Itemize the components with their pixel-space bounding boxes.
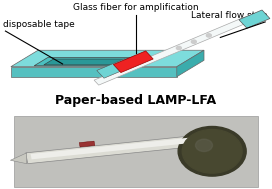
Polygon shape bbox=[34, 57, 146, 66]
Circle shape bbox=[178, 126, 246, 176]
Polygon shape bbox=[79, 141, 95, 147]
Polygon shape bbox=[11, 50, 204, 67]
Polygon shape bbox=[30, 137, 198, 159]
Text: Glass fiber for amplification: Glass fiber for amplification bbox=[73, 3, 199, 12]
Polygon shape bbox=[10, 153, 27, 164]
Polygon shape bbox=[44, 59, 132, 65]
Text: disposable tape: disposable tape bbox=[3, 20, 75, 29]
Polygon shape bbox=[97, 59, 132, 78]
Circle shape bbox=[191, 40, 196, 43]
Polygon shape bbox=[11, 67, 177, 77]
Polygon shape bbox=[94, 17, 249, 85]
Polygon shape bbox=[239, 10, 270, 28]
Polygon shape bbox=[28, 140, 203, 162]
Polygon shape bbox=[113, 51, 153, 73]
Circle shape bbox=[177, 46, 181, 50]
Text: Paper-based LAMP-LFA: Paper-based LAMP-LFA bbox=[55, 94, 217, 107]
Circle shape bbox=[206, 34, 211, 37]
Circle shape bbox=[182, 129, 242, 173]
Circle shape bbox=[196, 139, 212, 152]
Polygon shape bbox=[26, 135, 203, 164]
FancyBboxPatch shape bbox=[14, 115, 258, 187]
Polygon shape bbox=[177, 50, 204, 77]
Text: Lateral flow strip: Lateral flow strip bbox=[191, 11, 268, 20]
